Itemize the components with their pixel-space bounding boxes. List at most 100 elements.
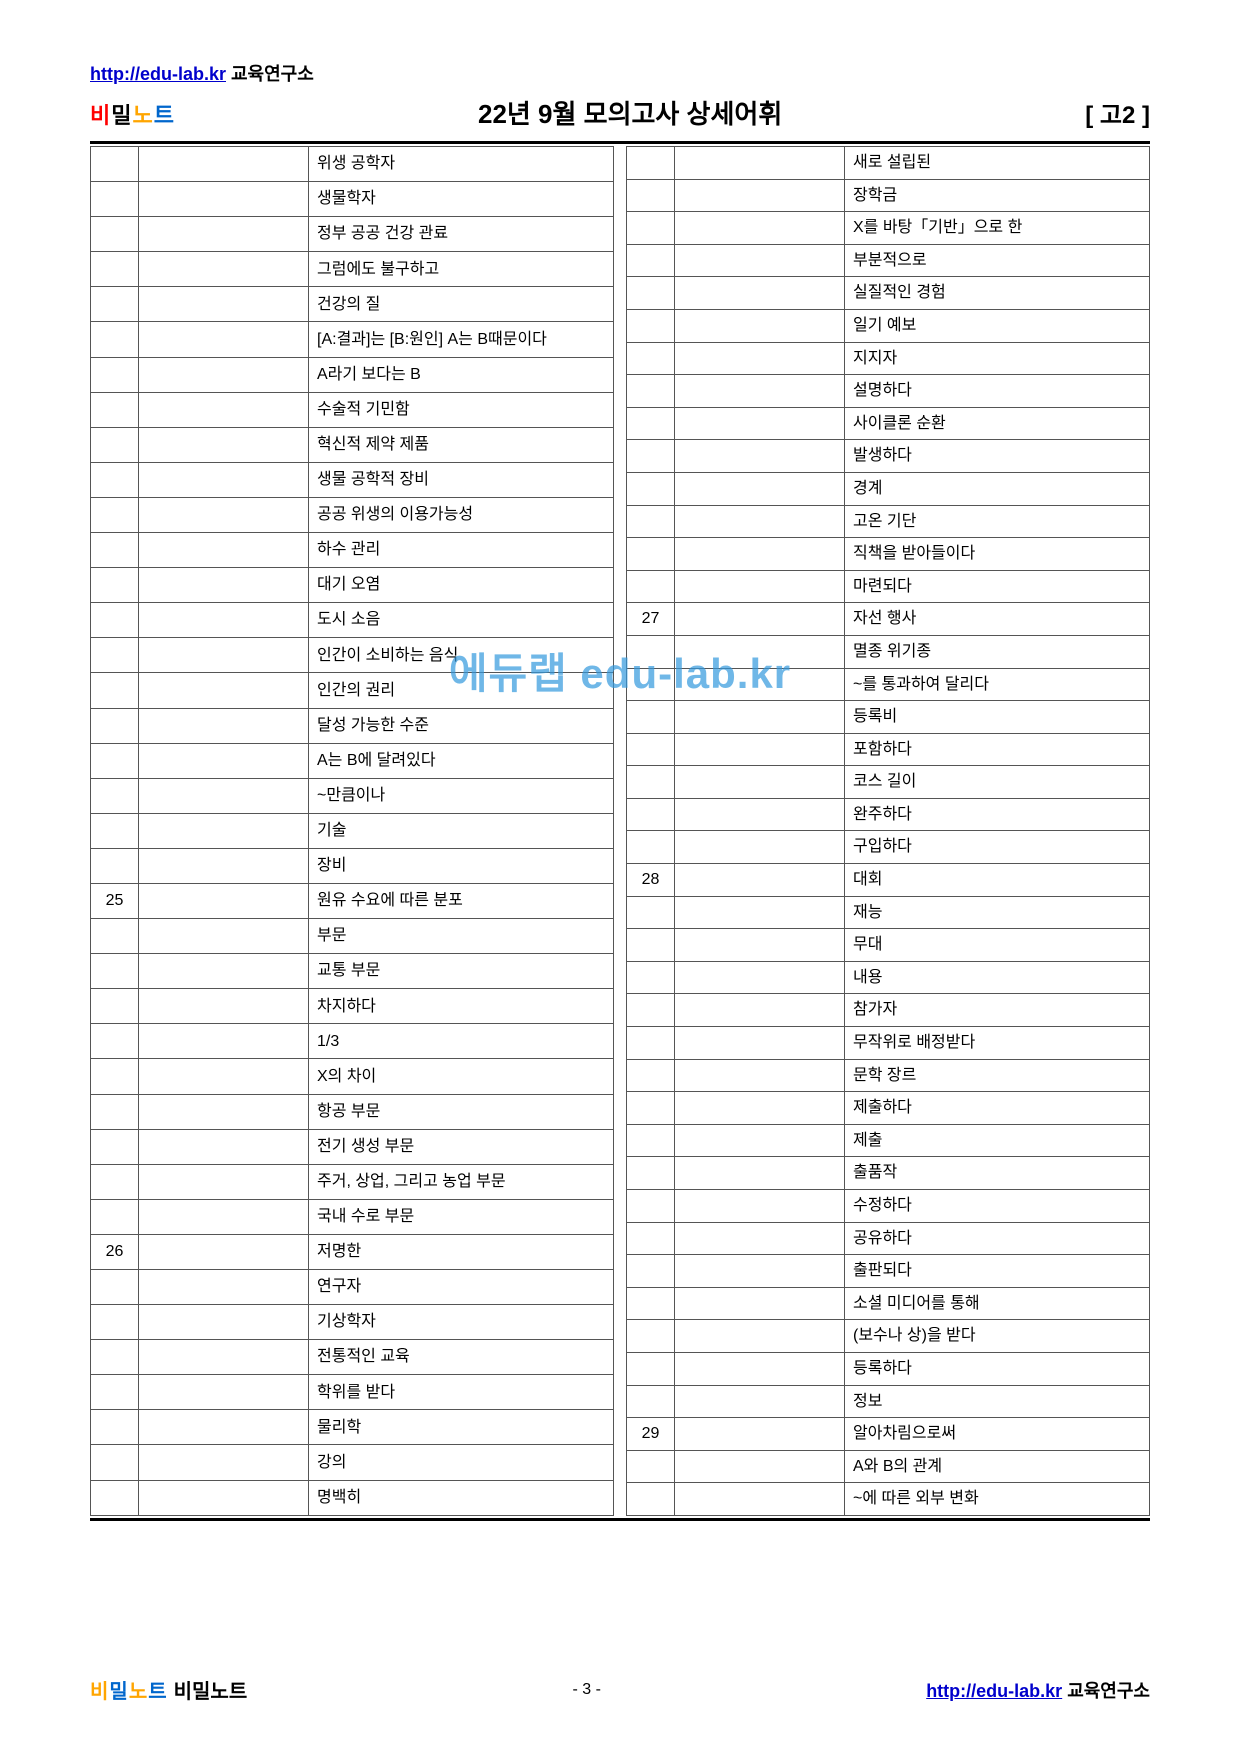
row-word: [139, 1059, 309, 1094]
row-number: [91, 919, 139, 954]
row-meaning: 기상학자: [309, 1305, 614, 1340]
row-meaning: 코스 길이: [845, 766, 1150, 799]
row-meaning: 달성 가능한 수준: [309, 708, 614, 743]
row-meaning: 정보: [845, 1385, 1150, 1418]
row-word: [139, 147, 309, 182]
row-number: [91, 743, 139, 778]
header-lab-text: 교육연구소: [226, 64, 314, 84]
row-word: [675, 440, 845, 473]
table-row: 27자선 행사: [627, 603, 1150, 636]
table-row: 대기 오염: [91, 568, 614, 603]
row-meaning: 부문: [309, 919, 614, 954]
row-number: [627, 994, 675, 1027]
row-meaning: 물리학: [309, 1410, 614, 1445]
row-number: [627, 701, 675, 734]
row-meaning: 무작위로 배정받다: [845, 1027, 1150, 1060]
row-word: [675, 831, 845, 864]
table-row: 지지자: [627, 342, 1150, 375]
row-meaning: 차지하다: [309, 989, 614, 1024]
row-number: [627, 1027, 675, 1060]
row-meaning: 실질적인 경험: [845, 277, 1150, 310]
table-row: 인간이 소비하는 음식: [91, 638, 614, 673]
row-word: [675, 1418, 845, 1451]
row-meaning: 대회: [845, 864, 1150, 897]
table-row: 25원유 수요에 따른 분포: [91, 883, 614, 918]
row-number: [627, 1450, 675, 1483]
row-meaning: 인간이 소비하는 음식: [309, 638, 614, 673]
row-meaning: X의 차이: [309, 1059, 614, 1094]
row-meaning: ~만큼이나: [309, 778, 614, 813]
vocab-table-left: 위생 공학자생물학자정부 공공 건강 관료그럼에도 불구하고건강의 질[A:결과…: [90, 146, 614, 1516]
row-word: [139, 1094, 309, 1129]
row-word: [139, 462, 309, 497]
row-word: [139, 1375, 309, 1410]
table-row: 부분적으로: [627, 244, 1150, 277]
footer-text: 비밀노트: [174, 1675, 248, 1704]
table-row: 경계: [627, 472, 1150, 505]
row-meaning: (보수나 상)을 받다: [845, 1320, 1150, 1353]
row-word: [675, 1157, 845, 1190]
tables-container: 위생 공학자생물학자정부 공공 건강 관료그럼에도 불구하고건강의 질[A:결과…: [90, 141, 1150, 1521]
row-meaning: A라기 보다는 B: [309, 357, 614, 392]
logo-part-2: 밀: [111, 103, 132, 128]
row-number: [627, 798, 675, 831]
table-row: 생물학자: [91, 182, 614, 217]
row-meaning: 출품작: [845, 1157, 1150, 1190]
row-word: [675, 1092, 845, 1125]
table-row: 무작위로 배정받다: [627, 1027, 1150, 1060]
row-meaning: 설명하다: [845, 375, 1150, 408]
row-word: [675, 407, 845, 440]
header-link[interactable]: http://edu-lab.kr: [90, 64, 226, 84]
table-row: 공유하다: [627, 1222, 1150, 1255]
row-word: [675, 798, 845, 831]
row-meaning: 교통 부문: [309, 954, 614, 989]
row-word: [675, 1450, 845, 1483]
table-row: 위생 공학자: [91, 147, 614, 182]
row-number: [91, 147, 139, 182]
table-row: 내용: [627, 961, 1150, 994]
row-meaning: 건강의 질: [309, 287, 614, 322]
table-row: A라기 보다는 B: [91, 357, 614, 392]
table-row: 참가자: [627, 994, 1150, 1027]
table-row: 전기 생성 부문: [91, 1129, 614, 1164]
row-number: [627, 1059, 675, 1092]
row-meaning: 포함하다: [845, 733, 1150, 766]
row-number: [627, 375, 675, 408]
table-row: ~를 통과하여 달리다: [627, 668, 1150, 701]
table-row: 그럼에도 불구하고: [91, 252, 614, 287]
table-row: 강의: [91, 1445, 614, 1480]
table-row: 실질적인 경험: [627, 277, 1150, 310]
row-number: [91, 673, 139, 708]
row-number: [627, 1124, 675, 1157]
row-number: [627, 635, 675, 668]
row-meaning: 지지자: [845, 342, 1150, 375]
row-meaning: 장학금: [845, 179, 1150, 212]
row-meaning: 그럼에도 불구하고: [309, 252, 614, 287]
row-number: [627, 1320, 675, 1353]
row-meaning: 문학 장르: [845, 1059, 1150, 1092]
header-row: 비밀노트 22년 9월 모의고사 상세어휘 [ 고2 ]: [90, 94, 1150, 131]
row-meaning: 수술적 기민함: [309, 392, 614, 427]
row-meaning: 명백히: [309, 1480, 614, 1515]
row-meaning: 새로 설립된: [845, 147, 1150, 180]
table-row: 직책을 받아들이다: [627, 538, 1150, 571]
row-number: [91, 392, 139, 427]
footer-link[interactable]: http://edu-lab.kr: [926, 1681, 1062, 1701]
row-number: [91, 778, 139, 813]
row-number: [627, 570, 675, 603]
table-row: 수술적 기민함: [91, 392, 614, 427]
row-meaning: 기술: [309, 813, 614, 848]
row-meaning: 저명한: [309, 1234, 614, 1269]
table-row: 제출하다: [627, 1092, 1150, 1125]
row-number: [627, 961, 675, 994]
row-word: [139, 357, 309, 392]
row-word: [675, 668, 845, 701]
footer-logo-3: 노: [129, 1681, 148, 1703]
row-word: [139, 1410, 309, 1445]
row-meaning: 정부 공공 건강 관료: [309, 217, 614, 252]
row-meaning: 재능: [845, 896, 1150, 929]
row-number: [627, 896, 675, 929]
row-number: [627, 505, 675, 538]
row-meaning: 위생 공학자: [309, 147, 614, 182]
row-meaning: 장비: [309, 848, 614, 883]
